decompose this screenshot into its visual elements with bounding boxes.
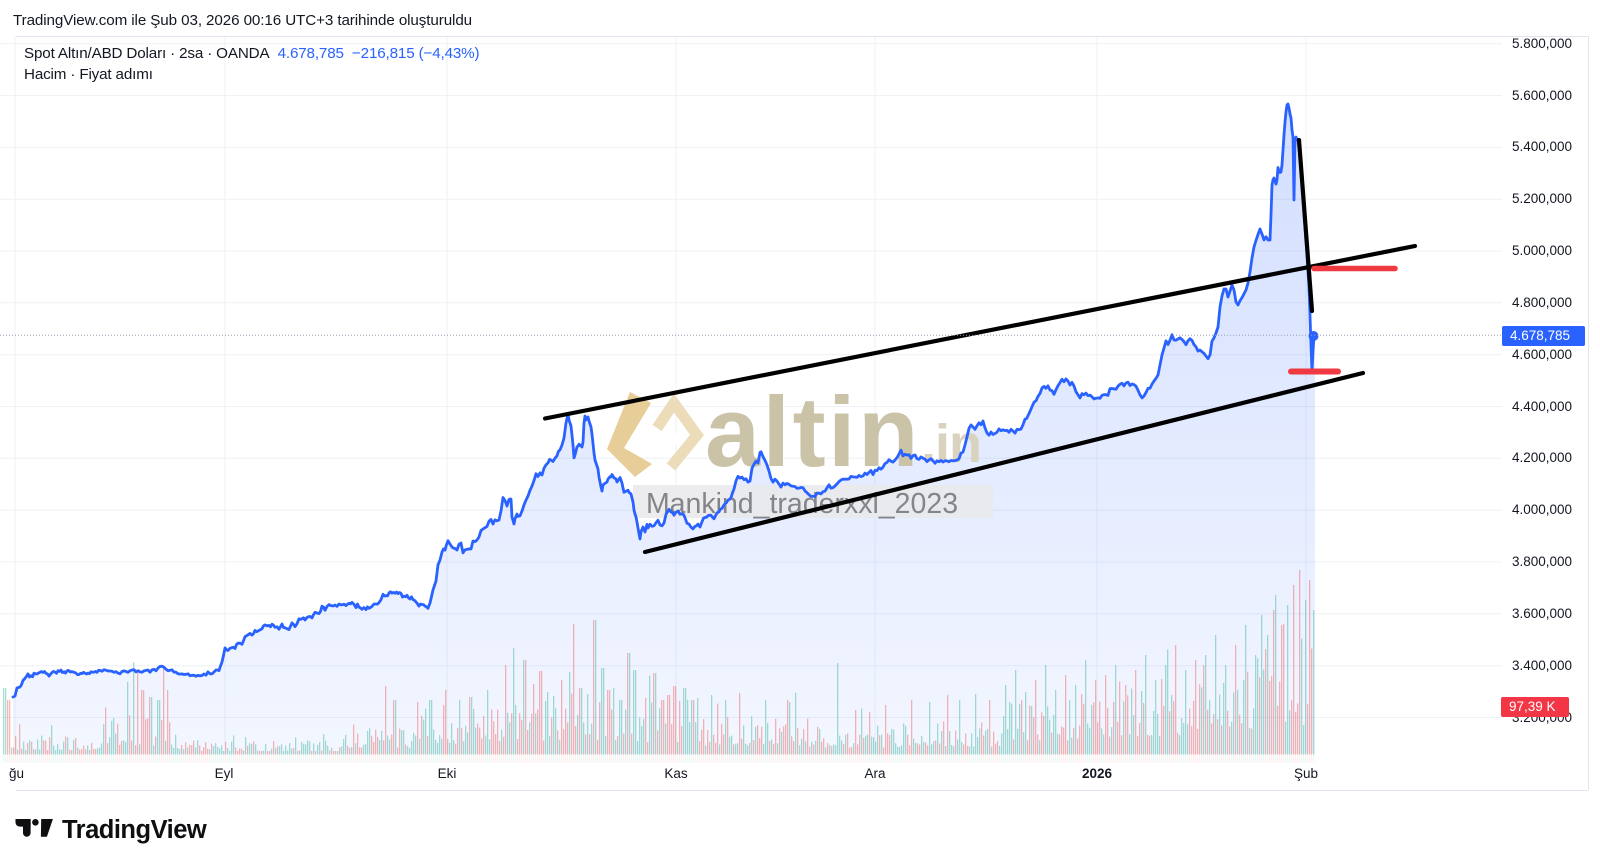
svg-text:.in: .in <box>921 414 981 474</box>
svg-text:Mankind_traderxxl_2023: Mankind_traderxxl_2023 <box>646 488 958 520</box>
svg-text:altin: altin <box>705 376 921 487</box>
